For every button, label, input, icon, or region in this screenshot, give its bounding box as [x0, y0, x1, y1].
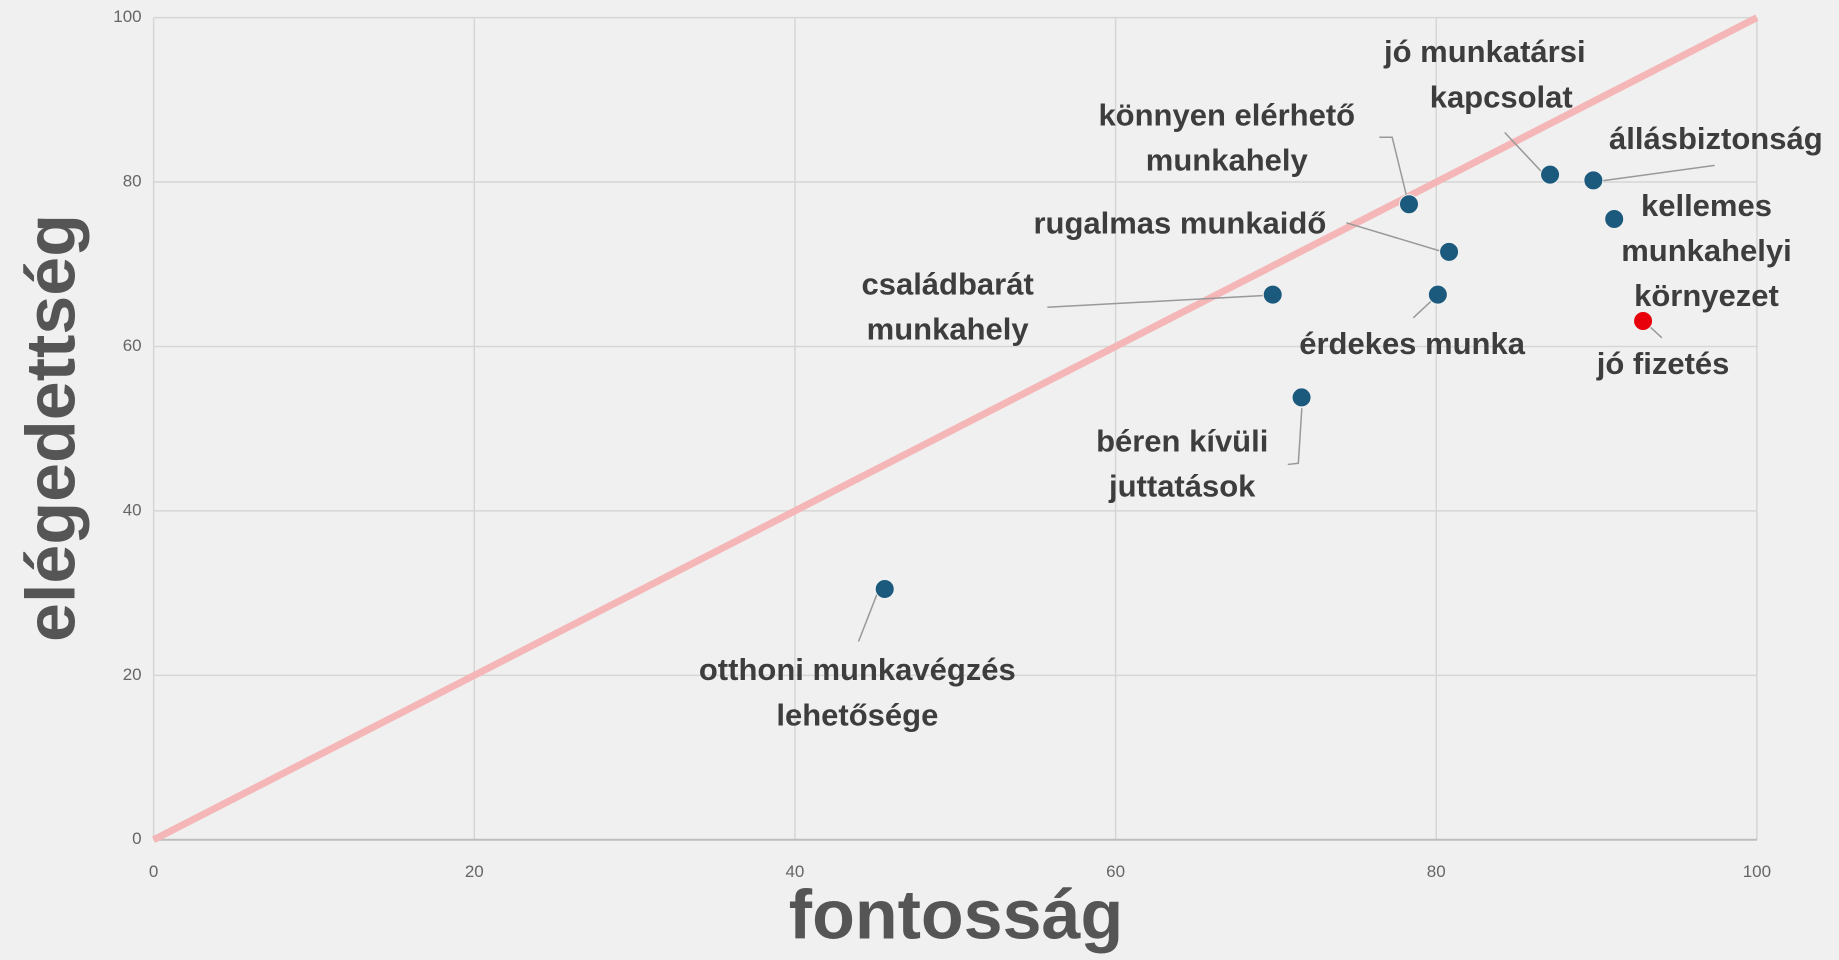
point [1427, 284, 1448, 305]
y-tick-label: 0 [132, 829, 141, 848]
y-tick-label: 60 [123, 336, 142, 355]
point [1262, 284, 1283, 305]
point-label: munkahelyi [1621, 233, 1792, 268]
point-label: kellemes [1641, 188, 1772, 223]
x-tick-label: 20 [465, 862, 484, 881]
x-tick-label: 80 [1427, 862, 1446, 881]
x-tick-label: 0 [149, 862, 158, 881]
point-label: jó fizetés [1596, 346, 1730, 381]
leader-line [1287, 408, 1303, 466]
point-label: állásbiztonság [1609, 121, 1823, 156]
x-axis-title: fontosság [789, 875, 1123, 953]
point-label: környezet [1634, 278, 1779, 313]
point [1439, 241, 1460, 262]
point-label: munkahely [1146, 143, 1309, 178]
leader-line [1346, 222, 1441, 252]
point-label: béren kívüli [1096, 424, 1268, 459]
y-tick-label: 40 [123, 500, 142, 519]
point-label: könnyen elérhető [1098, 97, 1355, 132]
point-label: kapcsolat [1430, 79, 1573, 114]
point-label: érdekes munka [1299, 326, 1525, 361]
point-label: jó munkatársi [1383, 34, 1586, 69]
point [1398, 194, 1419, 215]
point [874, 578, 895, 599]
point-label: juttatások [1108, 469, 1256, 504]
y-tick-label: 100 [113, 7, 141, 26]
leader-line [1603, 164, 1715, 182]
leader-line [1379, 136, 1409, 200]
leader-line [857, 593, 878, 642]
point-label: munkahely [867, 312, 1030, 347]
leader-line [1047, 294, 1265, 309]
point-label: otthoni munkavégzés [699, 652, 1016, 687]
y-tick-label: 20 [123, 665, 142, 684]
point [1583, 170, 1604, 191]
point [1633, 310, 1654, 331]
point-label: családbarát [861, 266, 1033, 301]
point-label: rugalmas munkaidő [1033, 205, 1326, 240]
y-axis-title: elégedettség [11, 214, 89, 642]
x-tick-label: 60 [1106, 862, 1125, 881]
leader-line [1412, 300, 1432, 319]
point [1291, 387, 1312, 408]
reference-line [152, 14, 1759, 843]
point [1604, 209, 1625, 230]
point-label: lehetősége [776, 697, 938, 732]
point [1540, 164, 1561, 185]
x-tick-label: 40 [785, 862, 804, 881]
leader-line [1504, 132, 1542, 172]
y-tick-label: 80 [123, 172, 142, 191]
x-tick-label: 100 [1743, 862, 1771, 881]
